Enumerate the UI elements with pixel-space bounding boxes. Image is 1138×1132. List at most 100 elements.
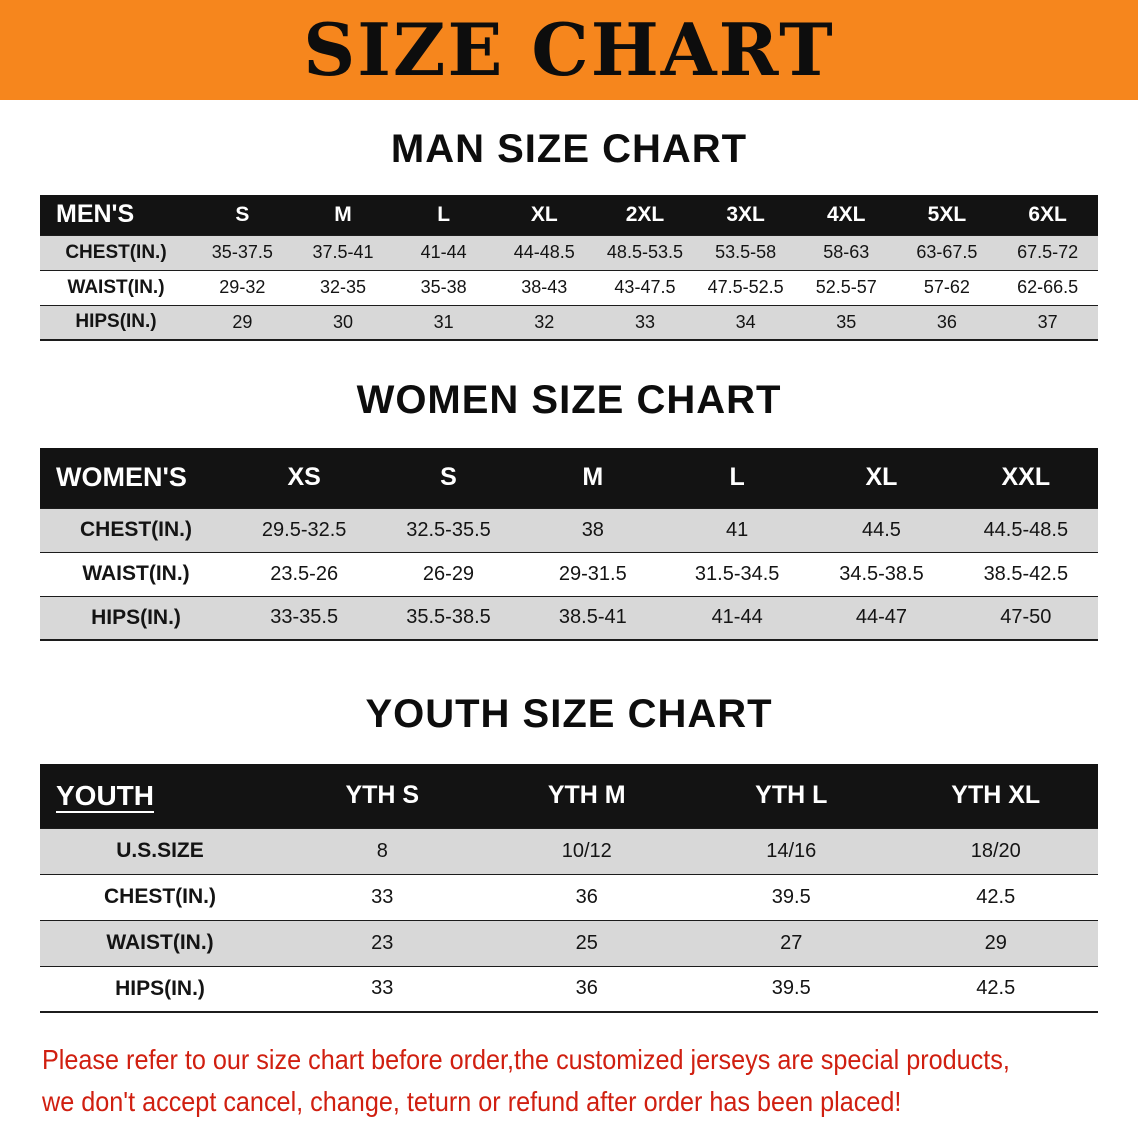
- size-value-cell: 18/20: [970, 839, 1021, 862]
- table-title-cell: WOMEN'S: [56, 462, 187, 493]
- size-value-cell: 53.5-58: [715, 242, 777, 262]
- size-value-cell: 39.5: [771, 885, 811, 908]
- row-label-cell: HIPS(IN.): [75, 311, 157, 333]
- size-value-cell: 58-63: [823, 242, 870, 262]
- table-header-row: WOMEN'S XS S M L XL XXL: [40, 448, 1098, 508]
- size-value-cell: 47-50: [1000, 606, 1052, 629]
- size-value-cell: 44.5-48.5: [983, 518, 1069, 541]
- size-value-cell: 47.5-52.5: [707, 277, 784, 297]
- size-header-cell: L: [729, 463, 745, 492]
- table-row: CHEST(IN.) 35-37.5 37.5-41 41-44 44-48.5 48.5…: [40, 235, 1098, 270]
- size-value-cell: 14/16: [766, 839, 817, 862]
- size-value-cell: 35-38: [420, 277, 467, 297]
- table-row: CHEST(IN.) 29.5-32.5 32.5-35.5 38 41 44.5 44.5…: [40, 508, 1098, 552]
- size-header-cell: M: [334, 202, 352, 226]
- row-label-cell: WAIST(IN.): [67, 276, 165, 298]
- men-size-table: MEN'S S M L XL 2XL 3XL 4XL 5XL 6XL CHEST(IN.) 35-37…: [40, 195, 1098, 341]
- size-value-cell: 44-48.5: [513, 242, 575, 262]
- table-row: CHEST(IN.) 33 36 39.5 42.5: [40, 874, 1098, 920]
- size-value-cell: 67.5-72: [1017, 242, 1079, 262]
- row-label-cell: CHEST(IN.): [80, 518, 192, 541]
- size-value-cell: 32: [534, 311, 555, 332]
- size-value-cell: 33: [371, 885, 394, 908]
- size-value-cell: 44-47: [855, 606, 908, 629]
- size-value-cell: 29.5-32.5: [261, 518, 347, 541]
- size-value-cell: 63-67.5: [916, 242, 978, 262]
- size-header-cell: 6XL: [1028, 202, 1067, 226]
- size-value-cell: 41: [726, 518, 749, 541]
- size-value-cell: 35-37.5: [211, 242, 273, 262]
- size-value-cell: 33: [634, 311, 655, 332]
- size-header-cell: M: [582, 463, 604, 492]
- size-value-cell: 43-47.5: [614, 277, 676, 297]
- size-value-cell: 42.5: [976, 885, 1016, 908]
- size-header-cell: 4XL: [827, 202, 866, 226]
- size-value-cell: 37.5-41: [312, 242, 374, 262]
- size-value-cell: 41-44: [420, 242, 467, 262]
- size-header-cell: S: [440, 463, 457, 492]
- size-value-cell: 38.5-41: [558, 606, 627, 629]
- size-value-cell: 29-32: [219, 277, 266, 297]
- size-header-cell: XL: [530, 202, 558, 226]
- size-header-cell: 2XL: [625, 202, 665, 226]
- row-label-cell: CHEST(IN.): [65, 241, 167, 263]
- size-header-cell: 5XL: [927, 202, 967, 226]
- size-value-cell: 31: [433, 311, 454, 332]
- size-value-cell: 29: [984, 931, 1007, 954]
- size-value-cell: 23.5-26: [270, 562, 339, 585]
- size-header-cell: YTH S: [345, 781, 420, 810]
- size-header-cell: XS: [287, 463, 321, 492]
- table-title-cell: YOUTH: [56, 779, 154, 811]
- banner: SIZE CHART: [0, 0, 1138, 100]
- size-value-cell: 25: [575, 931, 598, 954]
- size-value-cell: 29: [232, 311, 253, 332]
- banner-title: SIZE CHART: [303, 7, 835, 92]
- size-header-cell: XL: [865, 463, 898, 492]
- table-row: WAIST(IN.) 23.5-26 26-29 29-31.5 31.5-34.5 34…: [40, 552, 1098, 596]
- size-value-cell: 29-31.5: [558, 562, 627, 585]
- table-row: WAIST(IN.) 23 25 27 29: [40, 920, 1098, 966]
- size-value-cell: 41-44: [711, 606, 763, 629]
- sections-container: MAN SIZE CHART MEN'S S M L XL 2XL 3XL 4XL 5XL 6XL C…: [0, 100, 1138, 1013]
- table-title-cell: MEN'S: [56, 200, 135, 229]
- size-value-cell: 32-35: [319, 277, 366, 297]
- size-header-cell: 3XL: [726, 202, 765, 226]
- row-label-cell: WAIST(IN.): [106, 931, 214, 954]
- size-value-cell: 38.5-42.5: [983, 562, 1069, 585]
- row-label-cell: CHEST(IN.): [104, 885, 216, 908]
- table-row: U.S.SIZE 8 10/12 14/16 18/20: [40, 828, 1098, 874]
- size-value-cell: 32.5-35.5: [406, 518, 491, 541]
- size-value-cell: 8: [376, 839, 388, 862]
- men-section-heading: MAN SIZE CHART: [390, 127, 748, 171]
- size-header-cell: S: [235, 202, 250, 226]
- size-value-cell: 36: [936, 311, 957, 332]
- notice-line-2: we don't accept cancel, change, teturn o…: [42, 1086, 902, 1117]
- women-section-heading: WOMEN SIZE CHART: [356, 378, 782, 422]
- row-label-cell: WAIST(IN.): [82, 562, 190, 585]
- size-value-cell: 48.5-53.5: [606, 242, 683, 262]
- youth-size-table: YOUTH YTH S YTH M YTH L YTH XL U.S.SIZE 8 10/12…: [40, 764, 1098, 1013]
- size-header-cell: YTH XL: [951, 781, 1041, 810]
- footer-notice: Please refer to our size chart before or…: [0, 1039, 1138, 1123]
- women-size-section: WOMEN SIZE CHART WOMEN'S XS S M L XL XXL CHEST(I…: [0, 341, 1138, 641]
- size-value-cell: 30: [332, 311, 353, 332]
- size-value-cell: 37: [1037, 311, 1058, 332]
- table-row: HIPS(IN.) 33-35.5 35.5-38.5 38.5-41 41-44 44-…: [40, 596, 1098, 640]
- size-value-cell: 34: [735, 311, 756, 332]
- size-header-cell: YTH M: [547, 781, 626, 810]
- table-header-row: YOUTH YTH S YTH M YTH L YTH XL: [40, 764, 1098, 828]
- size-header-cell: L: [437, 202, 451, 226]
- size-value-cell: 23: [371, 931, 394, 954]
- size-value-cell: 38-43: [521, 277, 568, 297]
- size-header-cell: XXL: [1001, 463, 1051, 492]
- table-header-row: MEN'S S M L XL 2XL 3XL 4XL 5XL 6XL: [40, 195, 1098, 235]
- women-size-table: WOMEN'S XS S M L XL XXL CHEST(IN.) 29.5-32.5 32.5…: [40, 448, 1098, 641]
- size-value-cell: 57-62: [923, 277, 970, 297]
- size-value-cell: 34.5-38.5: [839, 562, 924, 585]
- size-value-cell: 33: [371, 977, 394, 1000]
- row-label-cell: HIPS(IN.): [115, 976, 205, 1000]
- size-value-cell: 10/12: [561, 839, 612, 862]
- men-size-section: MAN SIZE CHART MEN'S S M L XL 2XL 3XL 4XL 5XL 6XL C…: [0, 100, 1138, 341]
- size-value-cell: 38: [581, 518, 604, 541]
